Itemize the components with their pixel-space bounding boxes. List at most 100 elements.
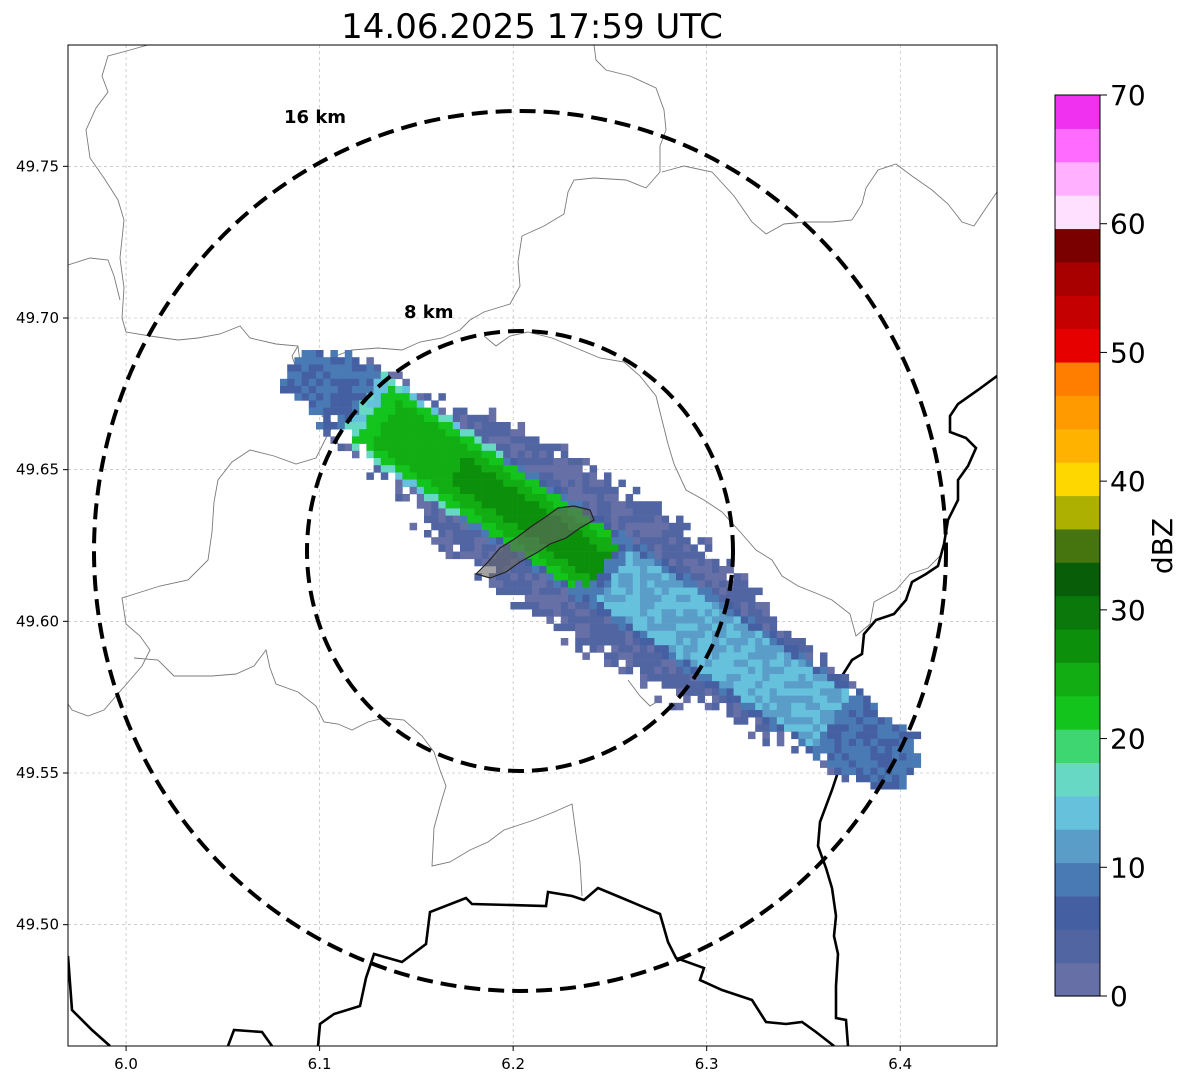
radar-cell (841, 724, 850, 732)
radar-cell (301, 357, 310, 365)
radar-cell (834, 681, 842, 689)
radar-cell (668, 623, 677, 632)
radar-cell (704, 566, 713, 574)
map-frame (67, 44, 998, 1047)
radar-cell (805, 688, 814, 696)
radar-cell (352, 422, 360, 430)
radar-cell (611, 630, 619, 639)
radar-cell (712, 609, 720, 617)
radar-cell (877, 753, 886, 761)
radar-cell (488, 522, 497, 531)
radar-cell (856, 753, 864, 761)
radar-cell (510, 501, 518, 509)
radar-cell (899, 774, 907, 783)
colorbar-swatch (1055, 562, 1100, 597)
radar-cell (582, 616, 590, 624)
radar-cell (668, 666, 677, 675)
radar-cell (791, 674, 799, 682)
radar-cell (834, 731, 842, 740)
radar-cell (503, 580, 511, 588)
radar-cell (697, 566, 706, 574)
radar-cell (632, 638, 641, 646)
radar-cell (438, 508, 446, 516)
radar-cell (330, 350, 338, 358)
radar-cell (834, 738, 842, 747)
radar-cell (791, 659, 799, 668)
radar-cell (697, 558, 706, 567)
radar-cell (488, 436, 497, 444)
radar-cell (589, 530, 598, 538)
radar-cell (827, 695, 835, 704)
radar-cell (906, 738, 914, 747)
radar-cell (676, 702, 684, 711)
radar-cell (712, 674, 720, 682)
radar-cell (805, 681, 814, 689)
radar-cell (431, 494, 439, 502)
radar-cell (834, 710, 842, 718)
radar-cell (834, 767, 842, 776)
radar-cell (467, 501, 475, 509)
radar-cell (776, 681, 785, 689)
radar-cell (560, 623, 569, 632)
radar-cell (776, 645, 785, 653)
radar-cell (546, 602, 554, 610)
radar-cell (697, 587, 706, 596)
radar-cell (553, 479, 562, 488)
radar-cell (316, 407, 324, 416)
radar-cell (316, 350, 324, 358)
radar-cell (510, 472, 518, 480)
radar-cell (856, 695, 864, 704)
radar-cell (409, 522, 418, 531)
radar-cell (820, 666, 828, 675)
radar-cell (524, 594, 533, 603)
radar-cell (596, 501, 605, 509)
radar-cell (604, 472, 612, 480)
radar-cell (647, 515, 655, 524)
radar-cell (640, 659, 648, 668)
radar-cell (402, 443, 410, 452)
radar-cell (712, 602, 720, 610)
radar-cell (856, 774, 864, 783)
radar-cell (560, 443, 569, 452)
radar-cell (316, 400, 324, 408)
radar-cell (618, 501, 626, 509)
radar-cell (762, 731, 770, 740)
radar-cell (539, 479, 547, 488)
radar-cell (640, 508, 648, 516)
radar-cell (438, 544, 446, 552)
radar-cell (740, 681, 749, 689)
radar-cell (625, 573, 634, 581)
radar-cell (416, 400, 425, 408)
radar-cell (445, 465, 454, 473)
radar-cell (892, 782, 900, 790)
radar-cell (323, 364, 331, 372)
radar-cell (726, 623, 734, 632)
radar-cell (661, 674, 670, 682)
radar-cell (359, 407, 367, 416)
radar-cell (604, 558, 612, 567)
radar-cell (445, 486, 454, 495)
radar-cell (359, 414, 367, 423)
radar-cell (373, 400, 382, 408)
radar-cell (366, 429, 374, 437)
radar-cell (762, 659, 770, 668)
radar-cell (719, 587, 727, 596)
radar-cell (791, 724, 799, 732)
y-tick-label: 49.65 (16, 461, 59, 479)
radar-cell (460, 465, 468, 473)
radar-cell (431, 501, 439, 509)
radar-cell (553, 544, 562, 552)
radar-cell (683, 580, 691, 588)
radar-cell (560, 479, 569, 488)
radar-cell (604, 544, 612, 552)
radar-cell (316, 378, 324, 387)
radar-cell (553, 472, 562, 480)
radar-cell (582, 551, 590, 560)
radar-cell (762, 630, 770, 639)
radar-cell (661, 580, 670, 588)
radar-cell (611, 530, 619, 538)
radar-cell (841, 731, 850, 740)
radar-cell (488, 551, 497, 560)
radar-cell (575, 616, 583, 624)
radar-cell (431, 472, 439, 480)
